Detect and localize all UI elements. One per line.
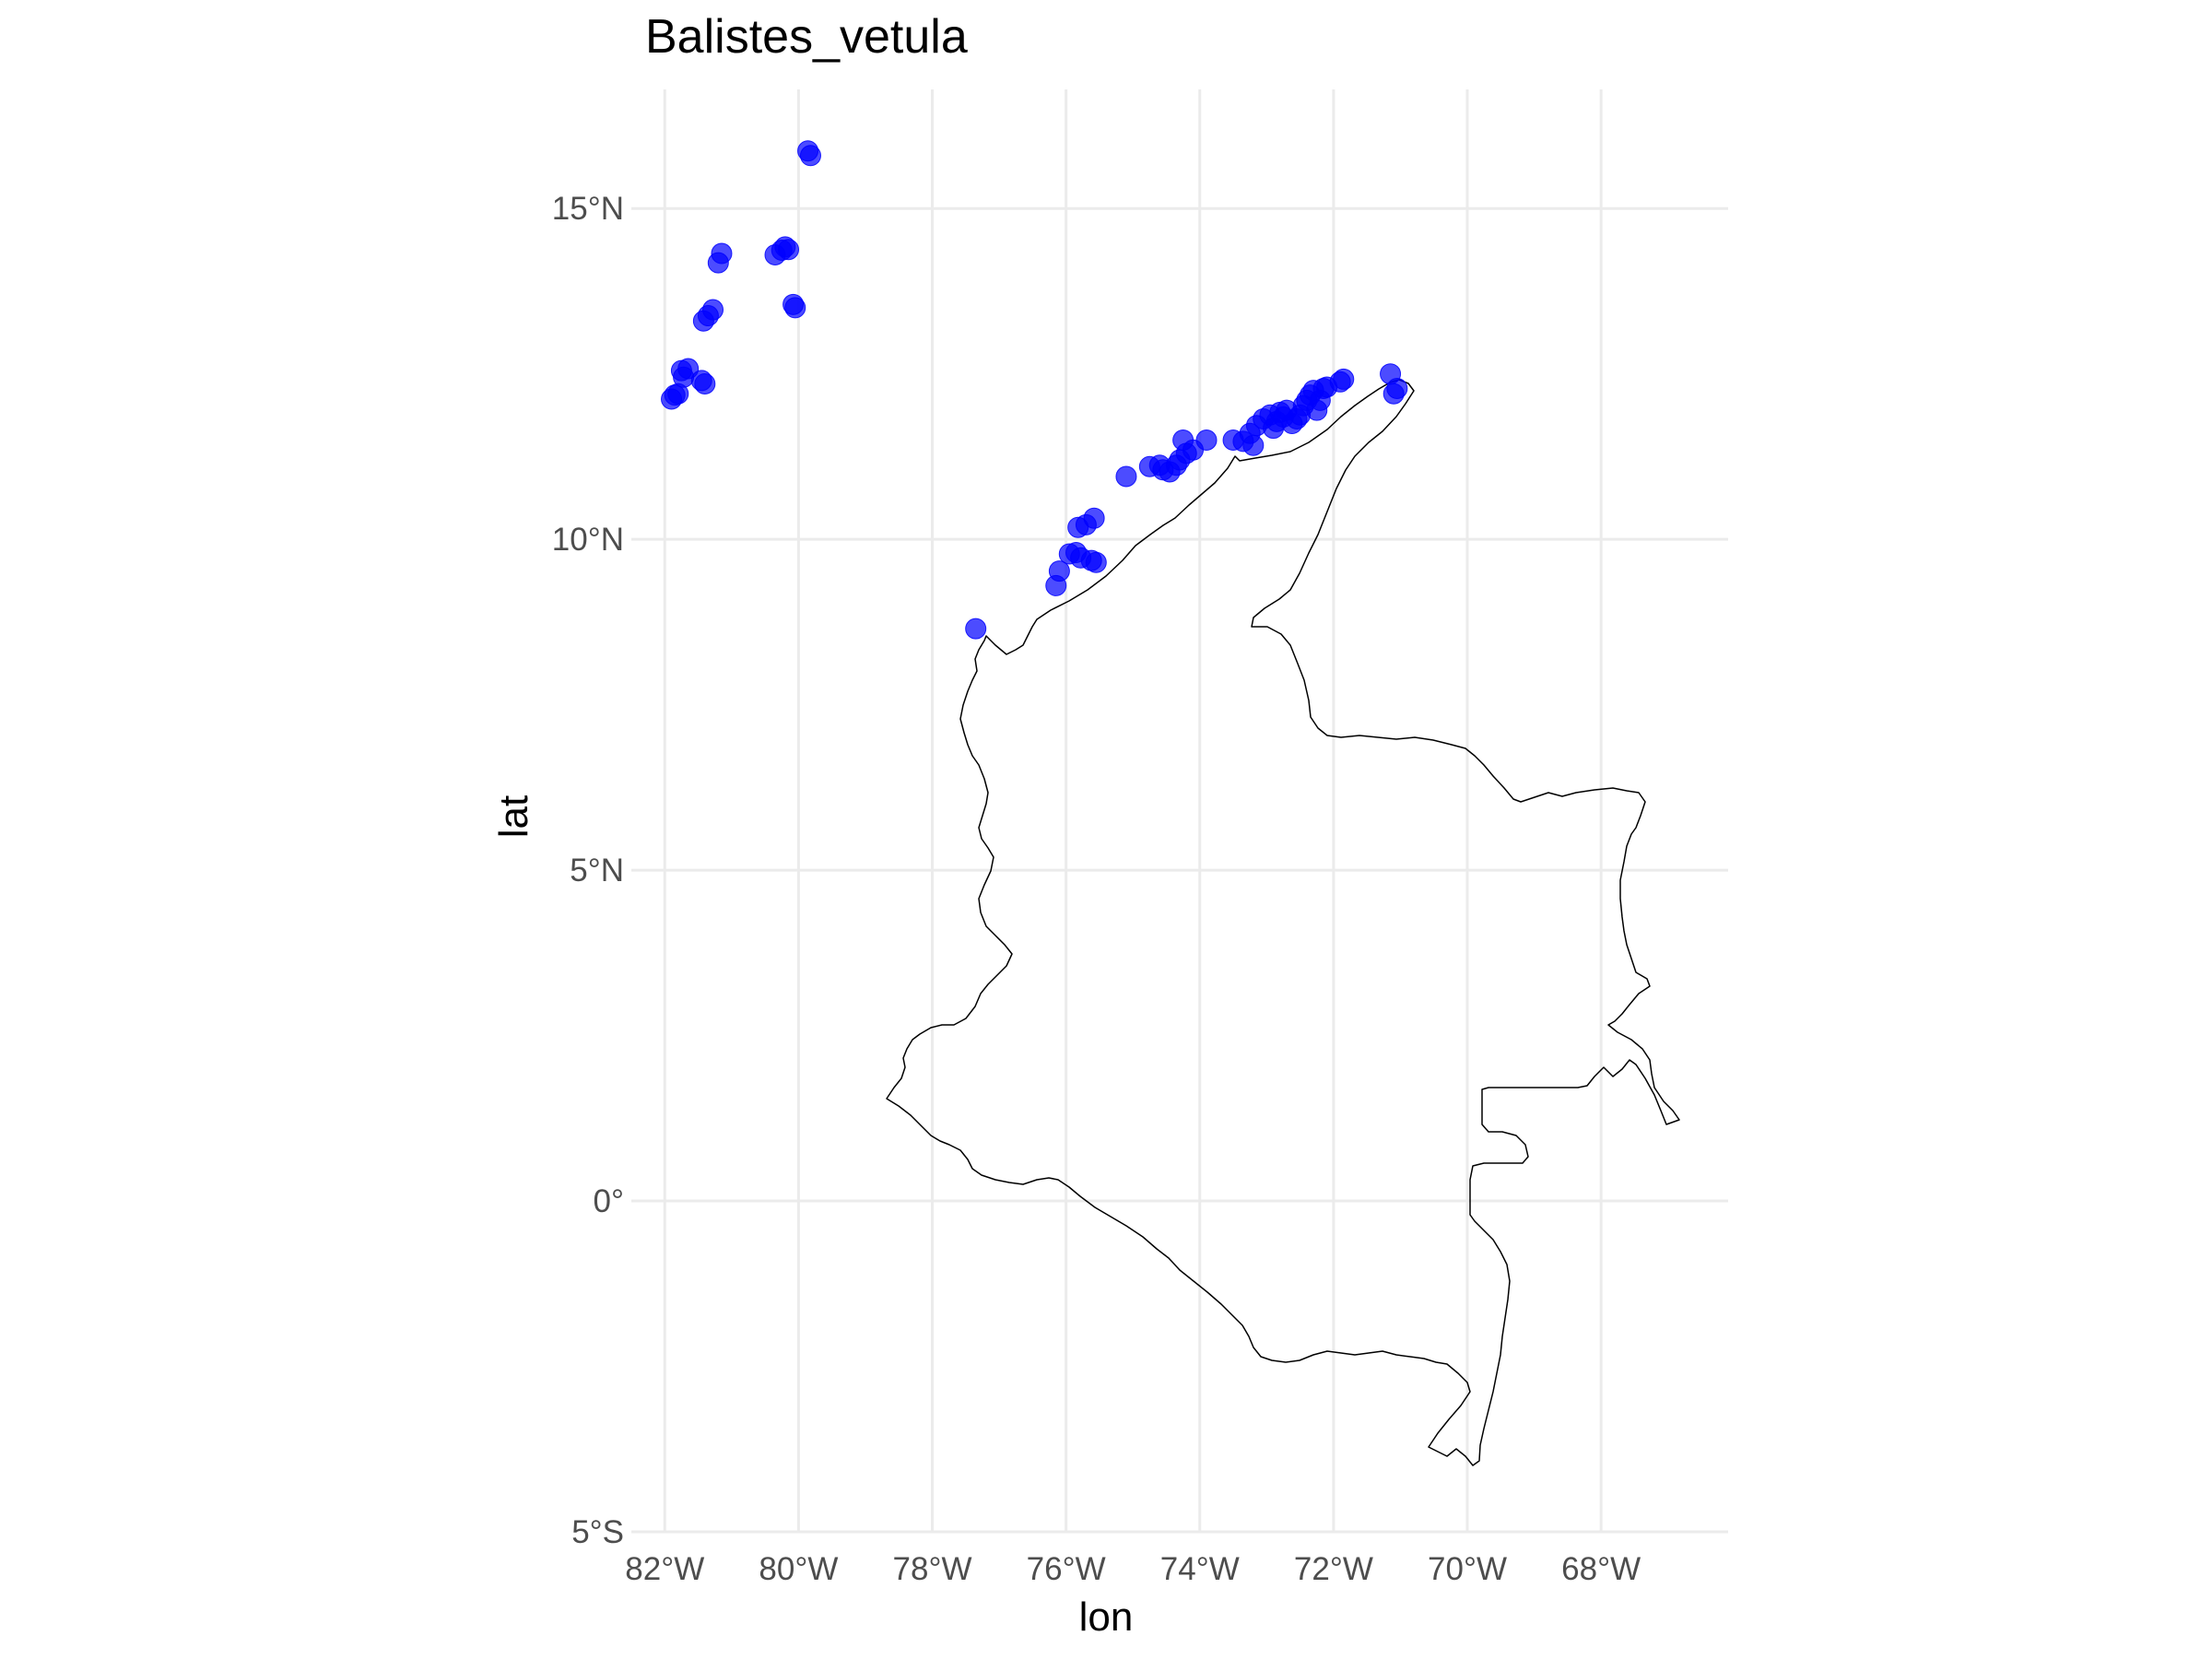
y-tick-label: 10°N	[552, 522, 624, 558]
occurrence-point	[784, 297, 806, 319]
occurrence-point	[1333, 368, 1355, 390]
occurrence-point	[711, 242, 733, 265]
occurrence-point	[1242, 434, 1265, 456]
x-tick-label: 72°W	[1294, 1551, 1373, 1587]
tick-labels: 82°W 80°W 78°W 76°W 74°W 72°W 70°W 68°W 15°N 10°N…	[552, 191, 1641, 1587]
gridlines	[631, 89, 1728, 1534]
x-tick-label: 74°W	[1160, 1551, 1240, 1587]
occurrence-point	[694, 372, 716, 394]
y-tick-label: 0°	[594, 1183, 624, 1219]
chart-title: Balistes_vetula	[645, 10, 968, 64]
occurrence-point	[667, 382, 689, 405]
x-tick-label: 80°W	[759, 1551, 838, 1587]
occurrence-point	[1085, 551, 1107, 573]
x-tick-label: 70°W	[1428, 1551, 1507, 1587]
occurrence-point	[1195, 429, 1218, 451]
x-axis-title: lon	[1078, 1594, 1134, 1640]
y-tick-label: 5°N	[570, 853, 624, 888]
occurrence-point	[778, 239, 800, 261]
occurrence-point	[965, 618, 987, 640]
occurrence-points	[661, 140, 1408, 640]
y-tick-label: 5°S	[571, 1514, 624, 1550]
occurrence-point	[1386, 377, 1408, 399]
occurrence-point	[799, 145, 821, 167]
x-tick-label: 76°W	[1027, 1551, 1106, 1587]
occurrence-point	[702, 299, 724, 321]
occurrence-point	[1115, 465, 1137, 488]
x-tick-label: 78°W	[893, 1551, 972, 1587]
occurrence-point	[1048, 560, 1070, 582]
occurrence-point	[1083, 507, 1105, 529]
y-tick-label: 15°N	[552, 191, 624, 227]
country-border	[886, 379, 1680, 1466]
x-tick-label: 82°W	[625, 1551, 704, 1587]
x-tick-label: 68°W	[1561, 1551, 1641, 1587]
occurrence-point	[1172, 429, 1194, 451]
